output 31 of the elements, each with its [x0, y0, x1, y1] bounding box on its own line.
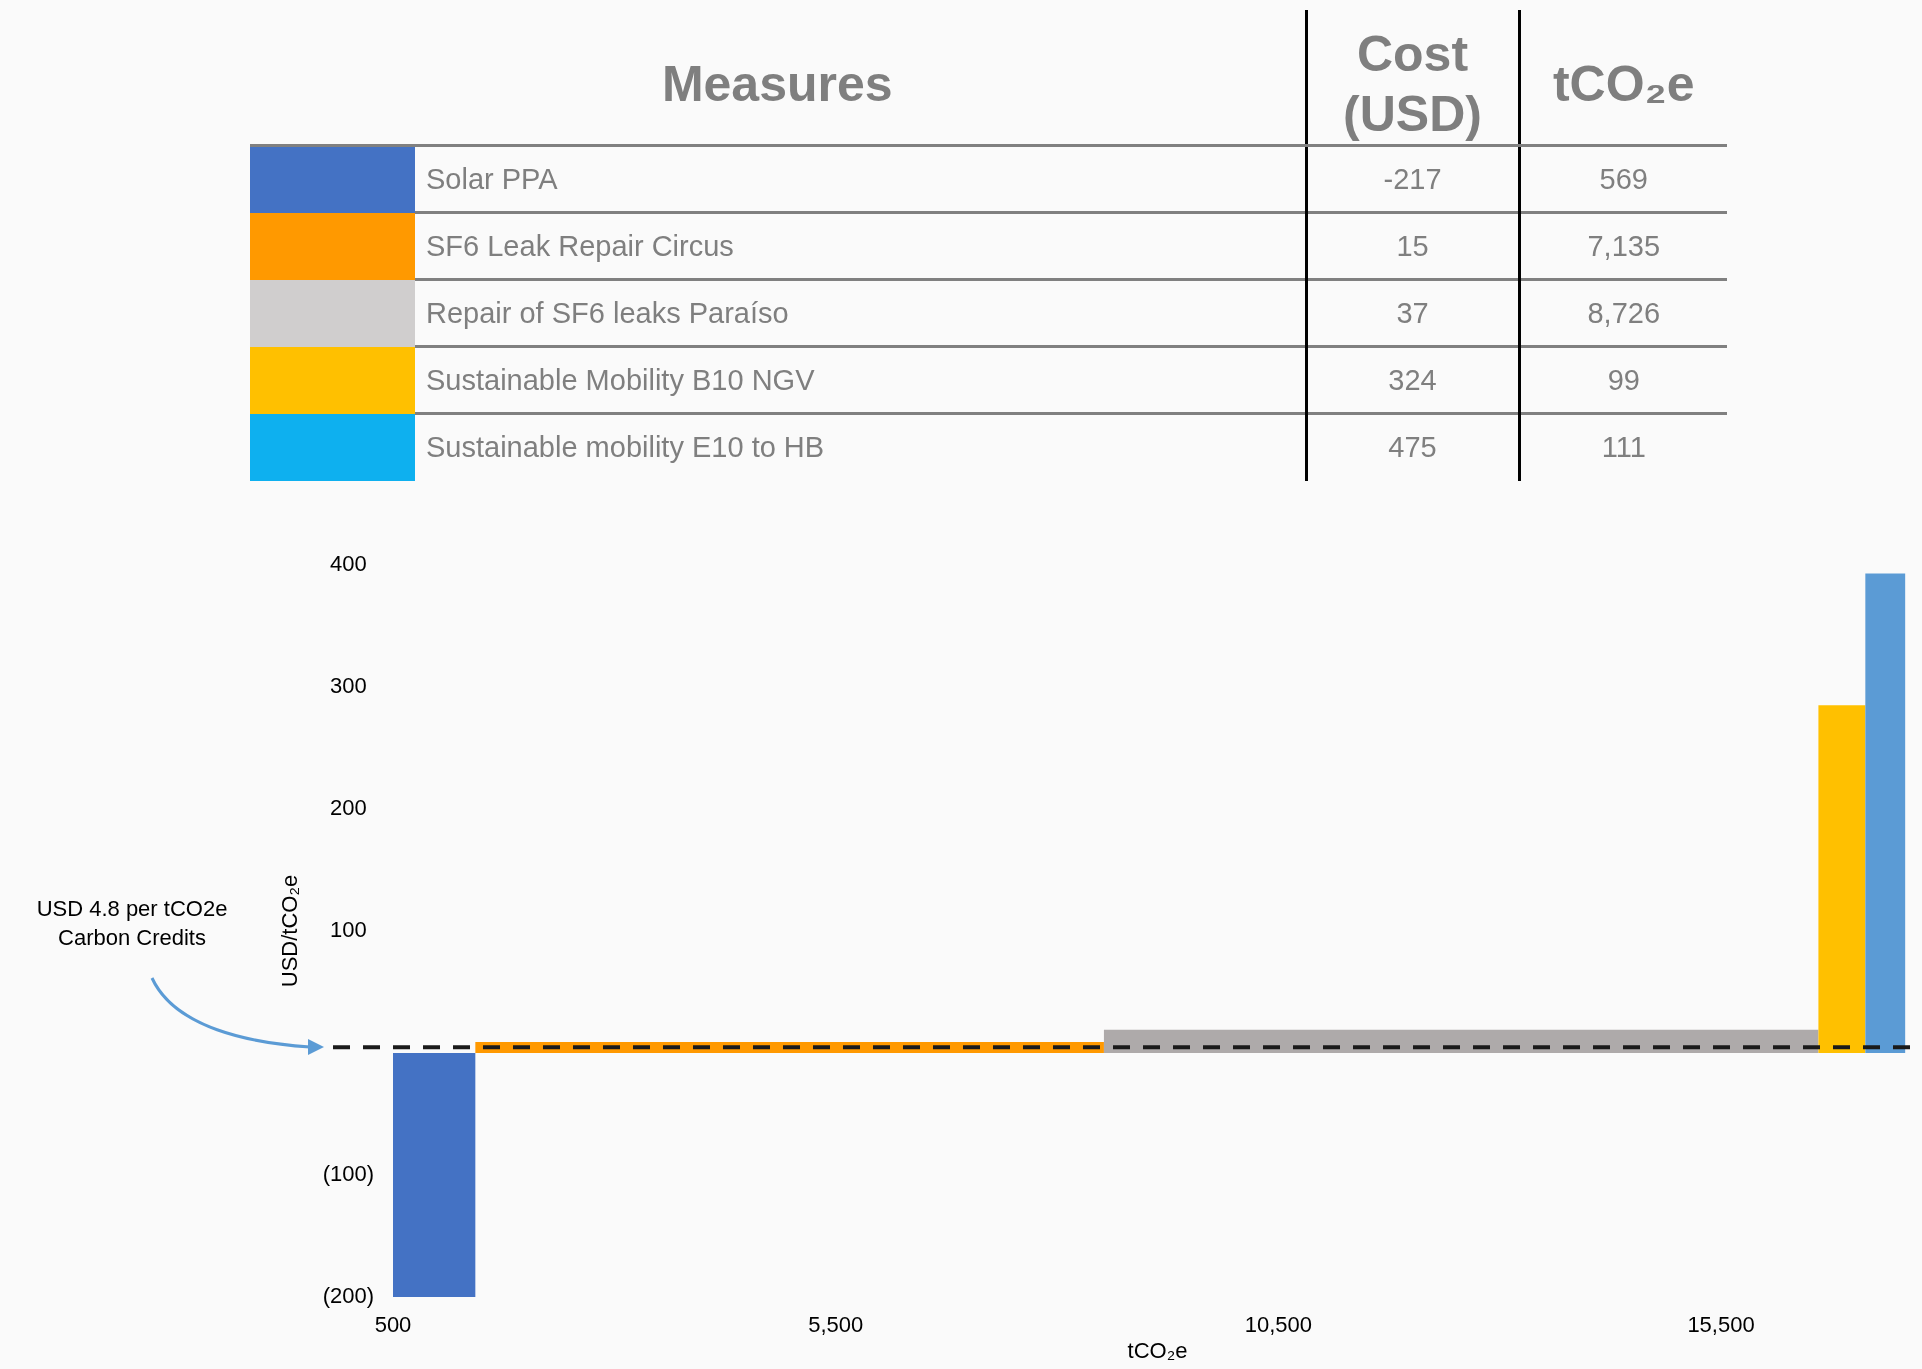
y-tick-label: 100 [329, 917, 367, 943]
x-tick-label: 500 [374, 1312, 412, 1338]
data-label: 99 [1519, 346, 1728, 414]
y-tick-label: (200) [322, 1283, 374, 1309]
x-tick-label: 5,500 [808, 1312, 864, 1338]
category-label: Sustainable mobility E10 to HB [415, 413, 1307, 481]
category-label: Sustainable Mobility B10 NGV [415, 346, 1307, 414]
data-label: 8,726 [1519, 279, 1728, 347]
y-tick-label: 300 [329, 673, 367, 699]
x-axis-title: tCO₂e [1127, 1337, 1188, 1363]
text: tCO₂e [1519, 10, 1728, 146]
data-label: 37 [1306, 279, 1520, 347]
y-tick-label: (100) [322, 1161, 374, 1187]
data-label: 15 [1306, 212, 1520, 280]
data-label: 475 [1306, 413, 1520, 481]
text: Measures [250, 10, 1307, 146]
data-label: 569 [1519, 145, 1728, 213]
category-label: Repair of SF6 leaks Paraíso [415, 279, 1307, 347]
y-tick-label: 400 [329, 551, 367, 577]
data-label: 7,135 [1519, 212, 1728, 280]
text: Cost (USD) [1306, 10, 1520, 146]
data-label: 324 [1306, 346, 1520, 414]
x-tick-label: 15,500 [1687, 1312, 1755, 1338]
data-label: -217 [1306, 145, 1520, 213]
ref-line-label: USD 4.8 per tCO2e Carbon Credits [36, 896, 228, 951]
y-tick-label: 200 [329, 795, 367, 821]
y-axis-title: USD/tCO₂e [277, 874, 303, 988]
category-label: Solar PPA [415, 145, 1307, 213]
data-label: 111 [1519, 413, 1728, 481]
x-tick-label: 10,500 [1244, 1312, 1312, 1338]
category-label: SF6 Leak Repair Circus [415, 212, 1307, 280]
